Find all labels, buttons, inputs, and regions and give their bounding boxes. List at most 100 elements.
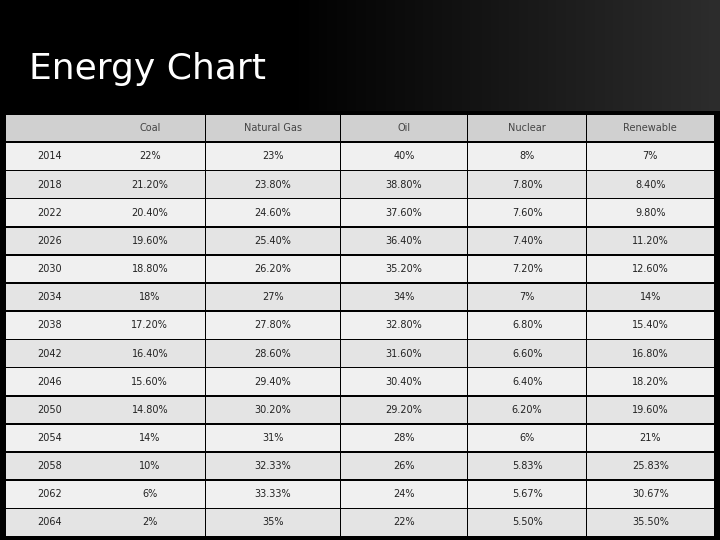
Text: 6%: 6% xyxy=(520,433,535,443)
Bar xyxy=(588,396,714,423)
Text: 2034: 2034 xyxy=(37,292,62,302)
Text: 24.60%: 24.60% xyxy=(255,208,292,218)
Bar xyxy=(94,143,205,170)
Bar xyxy=(341,312,467,339)
Bar xyxy=(206,425,340,451)
Text: 15.60%: 15.60% xyxy=(132,377,168,387)
Bar xyxy=(588,199,714,226)
Bar xyxy=(588,340,714,367)
Bar xyxy=(468,284,587,310)
Text: 18.20%: 18.20% xyxy=(632,377,669,387)
Bar xyxy=(6,509,94,536)
Bar xyxy=(468,256,587,282)
Text: 37.60%: 37.60% xyxy=(385,208,423,218)
Text: 11.20%: 11.20% xyxy=(632,236,669,246)
Bar xyxy=(6,340,94,367)
Bar xyxy=(6,481,94,508)
Bar xyxy=(94,368,205,395)
Bar xyxy=(6,368,94,395)
Text: 15.40%: 15.40% xyxy=(632,320,669,330)
Text: 2058: 2058 xyxy=(37,461,62,471)
Text: 5.50%: 5.50% xyxy=(512,517,542,528)
Text: 25.83%: 25.83% xyxy=(632,461,669,471)
Text: 19.60%: 19.60% xyxy=(132,236,168,246)
Text: 27%: 27% xyxy=(262,292,284,302)
Bar xyxy=(6,171,94,198)
Bar xyxy=(206,509,340,536)
Text: 14%: 14% xyxy=(639,292,661,302)
Bar xyxy=(341,171,467,198)
Text: 7.60%: 7.60% xyxy=(512,208,542,218)
Bar xyxy=(341,425,467,451)
Bar xyxy=(468,199,587,226)
Bar xyxy=(6,256,94,282)
Text: 30.40%: 30.40% xyxy=(386,377,422,387)
Text: 2030: 2030 xyxy=(37,264,62,274)
Bar xyxy=(468,396,587,423)
Bar xyxy=(6,312,94,339)
Text: 2062: 2062 xyxy=(37,489,62,500)
Bar xyxy=(588,171,714,198)
Bar xyxy=(206,284,340,310)
Bar xyxy=(468,340,587,367)
Bar xyxy=(206,143,340,170)
Text: 28.60%: 28.60% xyxy=(255,348,292,359)
Text: 2026: 2026 xyxy=(37,236,62,246)
Bar xyxy=(588,453,714,480)
Bar xyxy=(468,481,587,508)
Bar xyxy=(206,199,340,226)
Text: 31.60%: 31.60% xyxy=(386,348,422,359)
Bar xyxy=(588,228,714,254)
Bar xyxy=(94,199,205,226)
Text: 16.80%: 16.80% xyxy=(632,348,669,359)
Text: 2046: 2046 xyxy=(37,377,62,387)
Bar xyxy=(468,143,587,170)
Text: 2064: 2064 xyxy=(37,517,62,528)
Bar xyxy=(588,481,714,508)
Bar xyxy=(94,171,205,198)
Text: 7.20%: 7.20% xyxy=(512,264,542,274)
Text: 30.20%: 30.20% xyxy=(255,405,292,415)
Bar xyxy=(468,425,587,451)
Text: 6.80%: 6.80% xyxy=(512,320,542,330)
Text: 24%: 24% xyxy=(393,489,415,500)
Bar xyxy=(341,284,467,310)
Text: 14%: 14% xyxy=(139,433,161,443)
Text: 7.80%: 7.80% xyxy=(512,179,542,190)
Text: 29.20%: 29.20% xyxy=(385,405,423,415)
Text: 6.60%: 6.60% xyxy=(512,348,542,359)
Text: 8%: 8% xyxy=(520,151,535,161)
Bar xyxy=(341,368,467,395)
Bar xyxy=(588,425,714,451)
Bar xyxy=(588,256,714,282)
Bar xyxy=(468,228,587,254)
Text: 2014: 2014 xyxy=(37,151,62,161)
Bar xyxy=(94,481,205,508)
Text: 2022: 2022 xyxy=(37,208,62,218)
Bar xyxy=(206,340,340,367)
Bar xyxy=(588,509,714,536)
Text: Renewable: Renewable xyxy=(624,123,678,133)
Bar xyxy=(206,368,340,395)
Text: 28%: 28% xyxy=(393,433,415,443)
Bar xyxy=(588,368,714,395)
Bar xyxy=(94,256,205,282)
Text: Nuclear: Nuclear xyxy=(508,123,546,133)
Bar xyxy=(341,143,467,170)
Text: 12.60%: 12.60% xyxy=(632,264,669,274)
Bar xyxy=(6,396,94,423)
Text: 38.80%: 38.80% xyxy=(386,179,422,190)
Bar xyxy=(468,312,587,339)
Bar xyxy=(588,284,714,310)
Bar xyxy=(468,509,587,536)
Bar xyxy=(6,228,94,254)
Text: 6%: 6% xyxy=(142,489,158,500)
Text: 2042: 2042 xyxy=(37,348,62,359)
Text: Energy Chart: Energy Chart xyxy=(29,52,266,86)
Bar xyxy=(468,171,587,198)
Bar xyxy=(468,368,587,395)
Text: 7.40%: 7.40% xyxy=(512,236,542,246)
Text: 7%: 7% xyxy=(643,151,658,161)
Bar xyxy=(206,256,340,282)
Bar xyxy=(206,228,340,254)
